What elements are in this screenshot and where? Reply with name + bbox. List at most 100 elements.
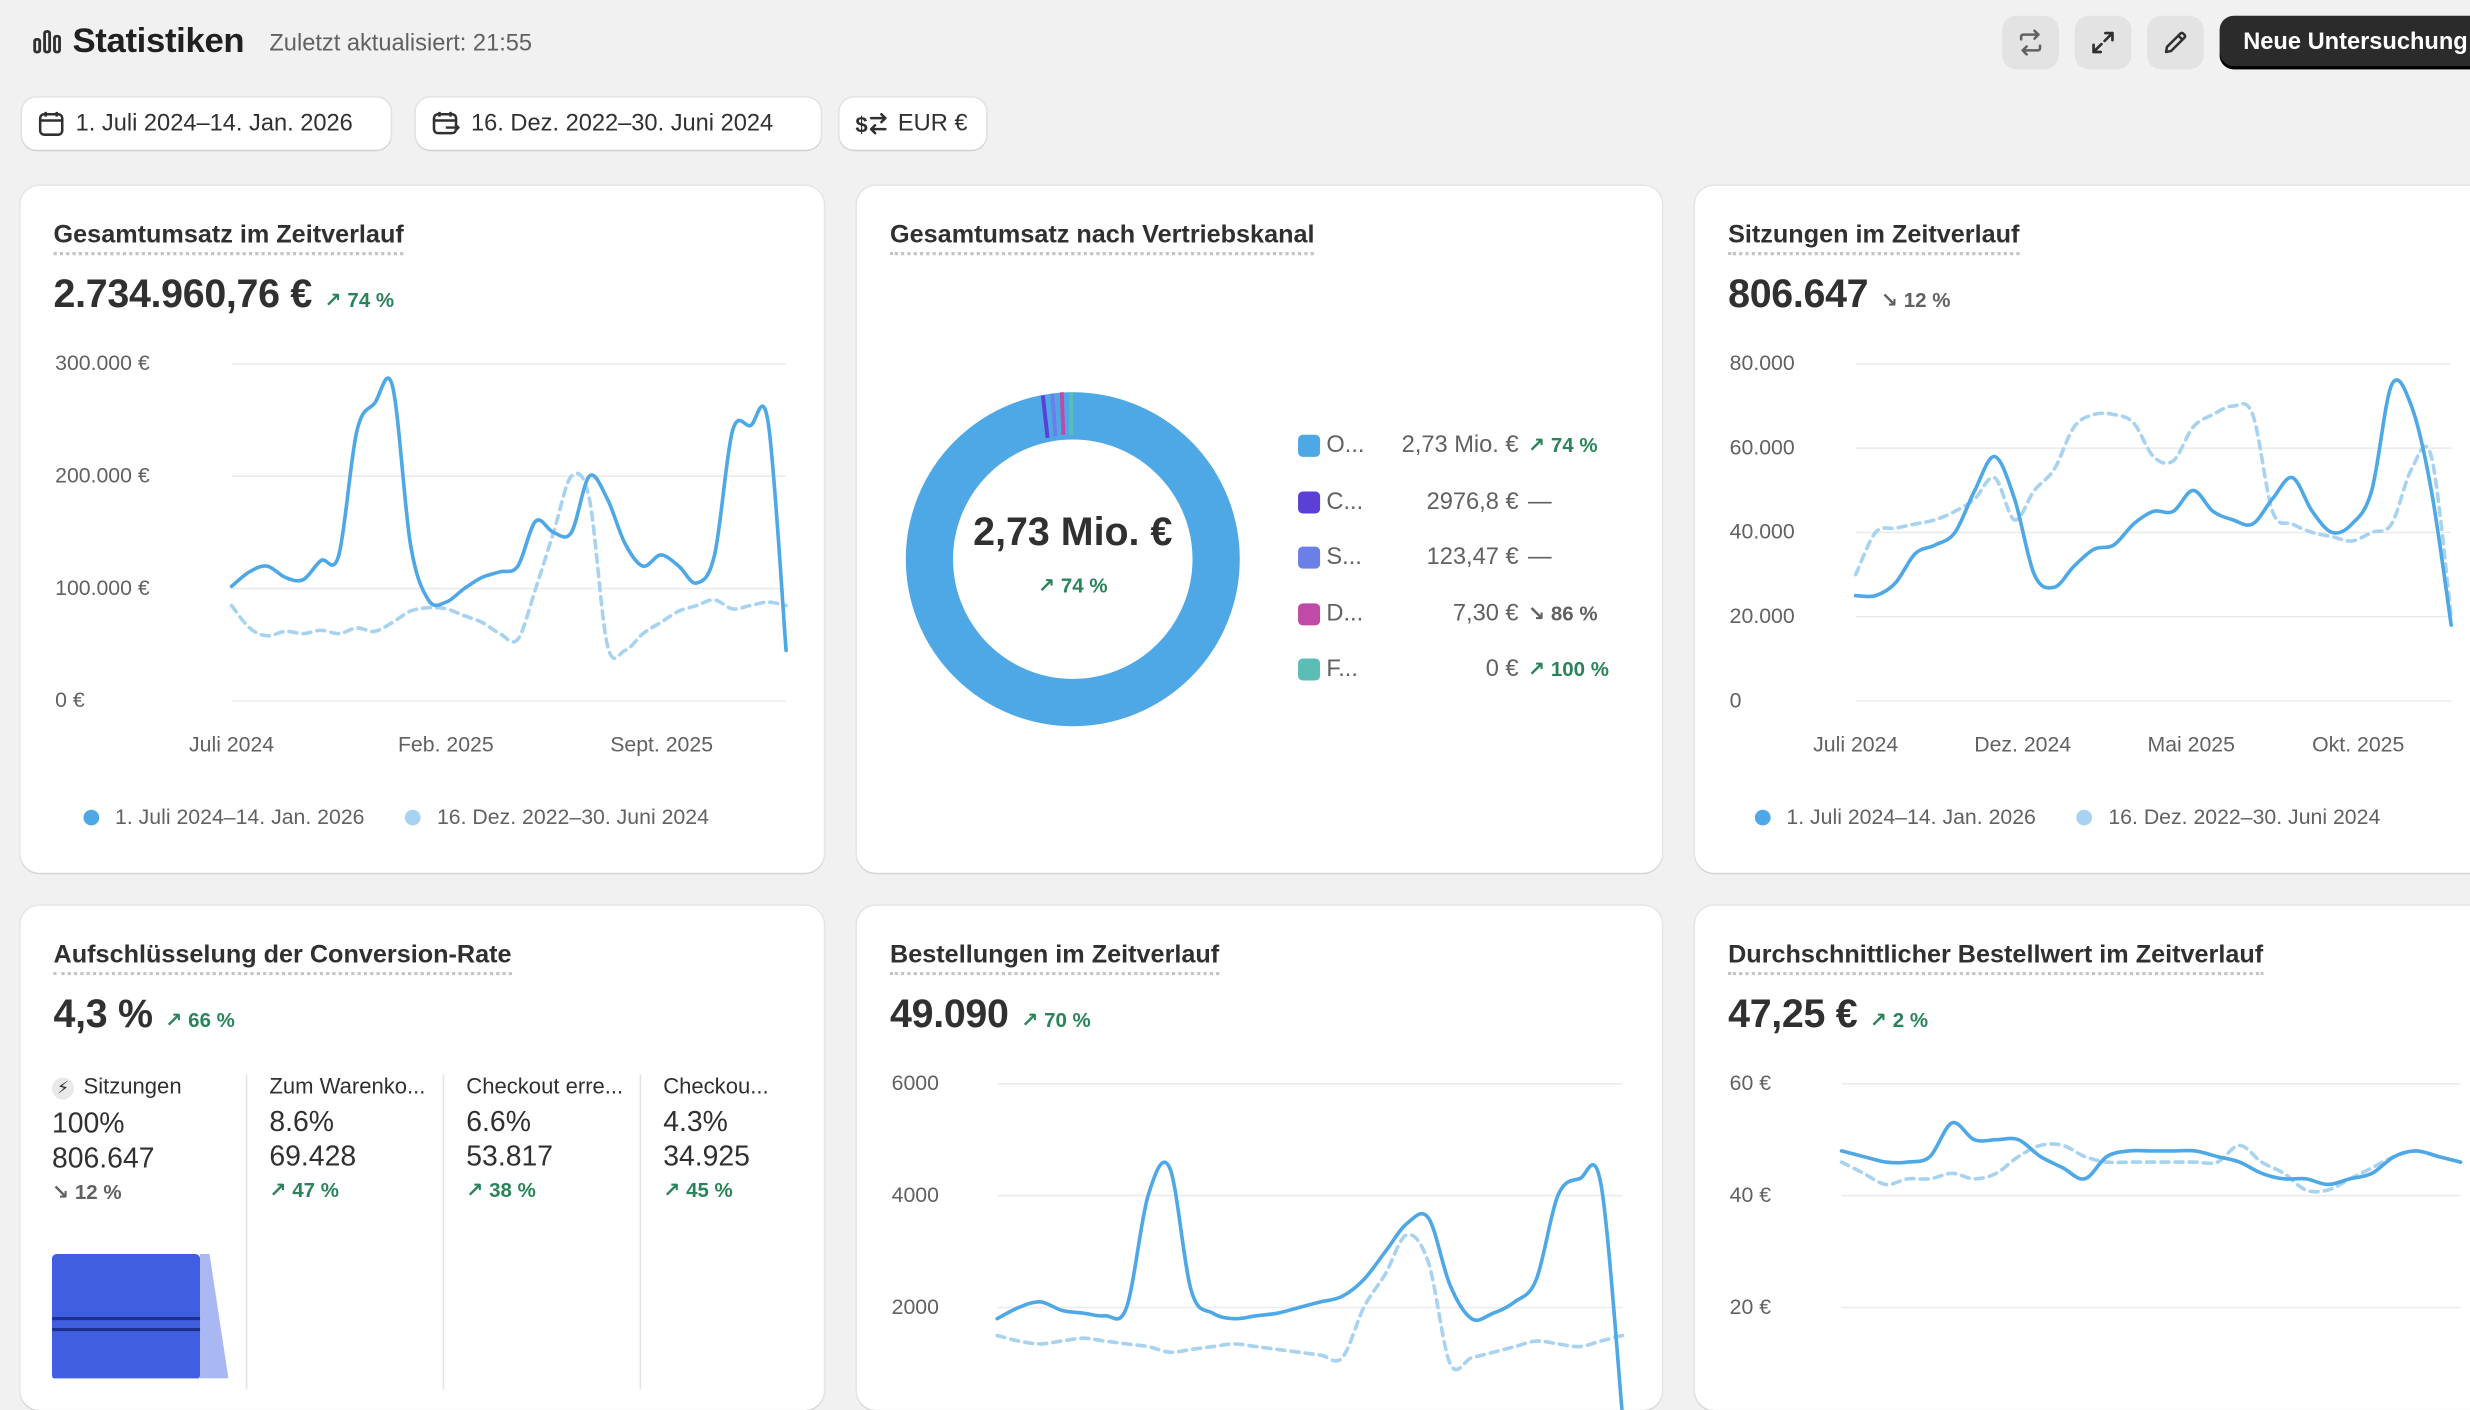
funnel-step-delta: ↘ 12 % — [51, 1179, 122, 1204]
aov-card-title[interactable]: Durchschnittlicher Bestellwert im Zeitve… — [1728, 942, 2264, 976]
funnel-step-value: 53.817 — [466, 1140, 554, 1173]
aov-value: 47,25 € — [1728, 992, 1858, 1037]
channel-card-title[interactable]: Gesamtumsatz nach Vertriebskanal — [890, 222, 1315, 256]
fullscreen-button[interactable] — [2074, 15, 2132, 70]
orders-card-title[interactable]: Bestellungen im Zeitverlauf — [890, 942, 1220, 976]
funnel-divider — [442, 1074, 445, 1390]
date-range-label: 1. Juli 2024–14. Jan. 2026 — [75, 110, 353, 138]
y-tick-label: 0 — [1730, 688, 1742, 712]
funnel-step-delta: ↗ 45 % — [663, 1178, 733, 1202]
primary-series-line — [1839, 1120, 2463, 1187]
y-tick-label: 20.000 — [1730, 604, 1795, 628]
sessions-line-chart: 80.000 60.000 40.000 20.000 0 Juli 2024 Dez. 2… — [1730, 351, 2453, 756]
orders-card[interactable]: Bestellungen im Zeitverlauf 49.090 ↗ 70 … — [856, 905, 1662, 1410]
funnel-divider — [639, 1074, 642, 1390]
conversion-metric: 4,3 % ↗ 66 % — [54, 992, 235, 1038]
funnel-step-delta-value: 45 % — [686, 1178, 733, 1202]
donut-slice-s — [1050, 393, 1058, 437]
revenue-card[interactable]: Gesamtumsatz im Zeitverlauf 2.734.960,76… — [20, 185, 824, 873]
date-range-picker[interactable]: 1. Juli 2024–14. Jan. 2026 — [22, 97, 391, 150]
revenue-value: 2.734.960,76 € — [53, 272, 313, 317]
y-tick-label: 300.000 € — [55, 351, 150, 375]
funnel-step-add-to-cart: Zum Warenko... 8.6% 69.428 ↗ 47 % — [269, 1073, 439, 1204]
y-tick-label: 40.000 — [1730, 520, 1795, 544]
channel-delta-value: — — [1528, 487, 1552, 515]
revenue-metric: 2.734.960,76 € ↗ 74 % — [54, 273, 395, 319]
last-updated-text: Zuletzt aktualisiert: 21:55 — [269, 29, 533, 57]
sessions-card-title[interactable]: Sitzungen im Zeitverlauf — [1728, 222, 2020, 256]
pencil-icon — [2164, 31, 2187, 54]
channel-value: 7,30 € — [1452, 599, 1519, 627]
orders-value: 49.090 — [890, 992, 1009, 1037]
legend-dot-primary — [1754, 808, 1771, 825]
channel-swatch — [1298, 602, 1321, 625]
funnel-divider — [245, 1074, 248, 1390]
aov-card[interactable]: Durchschnittlicher Bestellwert im Zeitve… — [1695, 905, 2470, 1410]
funnel-step-percent: 100% — [51, 1107, 125, 1139]
conversion-delta-value: 66 % — [188, 1008, 235, 1032]
sessions-card[interactable]: Sitzungen im Zeitverlauf 806.647 ↘ 12 % … — [1695, 185, 2470, 873]
y-tick-label: 100.000 € — [55, 576, 150, 600]
currency-exchange-icon: $ — [855, 112, 887, 137]
compare-range-picker[interactable]: 16. Dez. 2022–30. Juni 2024 — [415, 97, 821, 150]
trend-up-icon: ↗ — [1528, 433, 1551, 457]
aov-delta-value: 2 % — [1892, 1008, 1929, 1032]
funnel-step-sessions: ⚡ Sitzungen 100% 806.647 ↘ 12 % — [51, 1072, 249, 1205]
channel-delta: — — [1528, 488, 1552, 515]
channel-delta: — — [1528, 543, 1552, 570]
bar-chart-icon — [33, 30, 61, 54]
channel-swatch — [1298, 546, 1321, 569]
legend-dot-compare — [2076, 808, 2093, 825]
aov-metric: 47,25 € ↗ 2 % — [1728, 992, 1928, 1038]
compare-range-label: 16. Dez. 2022–30. Juni 2024 — [471, 110, 774, 138]
x-tick-label: Juli 2024 — [189, 732, 274, 756]
funnel-step-label: Checkou... — [663, 1072, 769, 1098]
new-exploration-button[interactable]: Neue Untersuchung — [2219, 15, 2470, 70]
channel-card[interactable]: Gesamtumsatz nach Vertriebskanal 2,73 Mi… — [856, 185, 1662, 873]
channel-delta-value: 74 % — [1550, 433, 1598, 457]
currency-label: EUR € — [897, 110, 968, 138]
donut-slice-d — [1059, 392, 1066, 435]
primary-series-line — [229, 376, 788, 653]
funnel-step-delta-value: 47 % — [292, 1178, 339, 1202]
sessions-delta-value: 12 % — [1903, 288, 1951, 312]
funnel-step-label: ⚡ Sitzungen — [51, 1072, 249, 1100]
legend-dot-primary — [83, 808, 100, 825]
channel-value: 2,73 Mio. € — [1401, 431, 1519, 459]
y-tick-label: 0 € — [55, 688, 85, 712]
channel-value: 0 € — [1485, 655, 1519, 683]
legend-primary-label: 1. Juli 2024–14. Jan. 2026 — [1786, 804, 2036, 829]
sessions-delta: ↘ 12 % — [1880, 288, 1951, 312]
orders-line-chart: 6000 4000 2000 — [892, 1071, 1625, 1410]
x-tick-label: Mai 2025 — [2148, 732, 2235, 756]
conversion-card-title[interactable]: Aufschlüsselung der Conversion-Rate — [53, 942, 512, 976]
funnel-step-delta: ↗ 47 % — [269, 1178, 339, 1202]
channel-value: 123,47 € — [1426, 543, 1519, 571]
aov-delta: ↗ 2 % — [1869, 1008, 1929, 1032]
funnel-step-checkout-completed: Checkou... 4.3% 34.925 ↗ 45 % — [663, 1073, 808, 1204]
legend-primary-label: 1. Juli 2024–14. Jan. 2026 — [114, 804, 365, 829]
funnel-step-value: 34.925 — [663, 1140, 750, 1173]
trend-down-icon: ↘ — [1528, 600, 1551, 625]
primary-series-line — [1853, 378, 2453, 627]
channel-delta-value: 86 % — [1550, 600, 1598, 625]
legend-dot-compare — [405, 808, 422, 825]
aov-line-chart: 60 € 40 € 20 € — [1730, 1071, 2463, 1319]
channel-swatch — [1298, 658, 1321, 681]
x-tick-label: Feb. 2025 — [398, 732, 494, 756]
funnel-step-percent: 4.3% — [663, 1105, 728, 1138]
currency-selector[interactable]: $ EUR € — [839, 97, 987, 150]
expand-icon — [2092, 31, 2114, 54]
funnel-step-percent: 6.6% — [466, 1105, 531, 1138]
calendar-icon — [38, 111, 64, 136]
channel-delta: ↘ 86 % — [1528, 601, 1598, 626]
funnel-step-percent: 8.6% — [269, 1105, 335, 1138]
edit-button[interactable] — [2147, 15, 2204, 70]
funnel-step-label-text: Sitzungen — [83, 1072, 182, 1098]
channel-delta-value: — — [1528, 543, 1552, 571]
legend-compare-label: 16. Dez. 2022–30. Juni 2024 — [436, 804, 709, 829]
refresh-button[interactable] — [2002, 15, 2059, 70]
donut-center-delta-value: 74 % — [1060, 573, 1108, 598]
orders-delta-value: 70 % — [1044, 1008, 1091, 1032]
revenue-card-title[interactable]: Gesamtumsatz im Zeitverlauf — [53, 222, 404, 256]
